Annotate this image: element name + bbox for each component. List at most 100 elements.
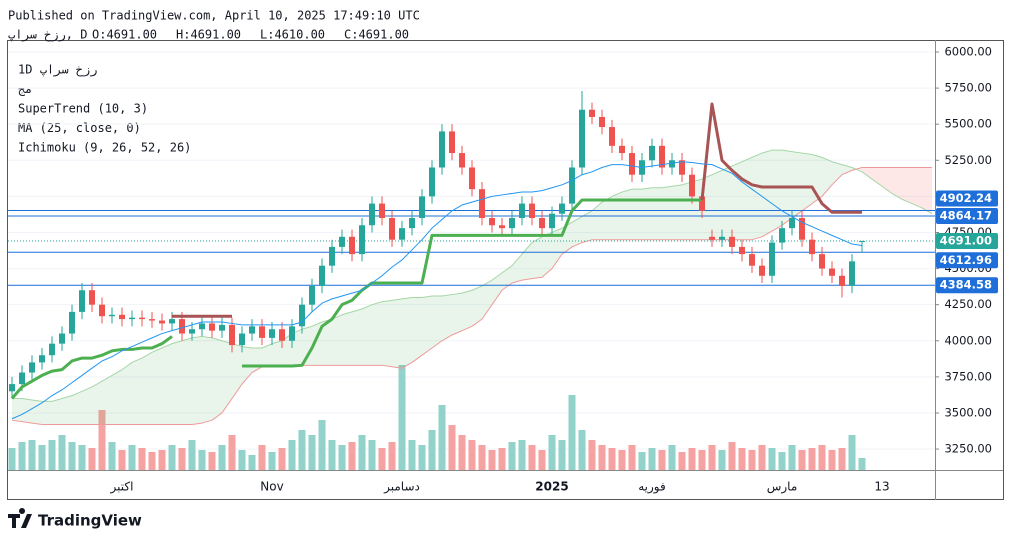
volume-bar (398, 365, 406, 470)
candle-body (9, 384, 15, 392)
candle-body (109, 314, 115, 317)
candle-body (429, 167, 435, 197)
candle-body (649, 145, 655, 161)
volume-bar (628, 445, 636, 470)
volume-bar (438, 405, 446, 470)
candle-body (709, 236, 715, 240)
volume-bar (88, 448, 96, 470)
volume-bar (768, 448, 776, 470)
indicator-line (700, 102, 862, 214)
ohlc-value: O:4691.00 (92, 28, 157, 42)
cloud (32, 399, 42, 425)
cloud (762, 150, 772, 237)
volume-bar (288, 440, 296, 470)
candle-body (329, 246, 335, 266)
volume-bar (618, 450, 626, 470)
indicator-line (11, 161, 863, 420)
volume-bar (108, 442, 116, 470)
price-label-box (936, 190, 998, 207)
y-tick-label: 3500.00 (944, 405, 992, 419)
cloud (432, 296, 442, 348)
price-label: 4902.24 (940, 191, 992, 205)
candle-body (129, 317, 135, 320)
cloud (42, 401, 52, 425)
x-tick-label: 13 (874, 480, 889, 494)
candle-body (369, 203, 375, 226)
candle-body (829, 268, 835, 276)
cloud (82, 386, 92, 425)
candle-body (469, 167, 475, 190)
candle-body (339, 236, 345, 247)
cloud (652, 187, 662, 240)
cloud (702, 174, 712, 240)
candle-body (219, 324, 225, 331)
candle-body (569, 167, 575, 204)
candle-body (89, 290, 95, 305)
symbol-line: رزخ سراپ, D O:4691.00 H:4691.00 L:4610.00 C:… (8, 28, 409, 43)
cloud (602, 196, 612, 240)
candle-body (409, 218, 415, 229)
volume-bar (538, 450, 546, 470)
volume-bar (378, 448, 386, 470)
cloud (482, 280, 492, 320)
volume-bar (58, 435, 66, 470)
volume-bar (338, 445, 346, 470)
cloud (342, 311, 352, 366)
volume-bar (78, 445, 86, 470)
candle-body (79, 290, 85, 312)
candle-body (169, 319, 175, 324)
candle-body (809, 239, 815, 255)
volume-bar (408, 440, 416, 470)
volume-bar (8, 448, 16, 470)
candle-body (229, 324, 235, 346)
cloud (822, 157, 832, 197)
cloud (372, 301, 382, 366)
y-tick-label: 4250.00 (944, 297, 992, 311)
volume-bar (308, 435, 316, 470)
cloud (912, 167, 922, 208)
volume-bar (318, 420, 326, 470)
candle-body (729, 236, 735, 247)
volume-bar (298, 430, 306, 470)
price-label: 4691.00 (940, 233, 992, 247)
candle-body (499, 225, 505, 229)
volume-bar (68, 442, 76, 470)
volume-bar (608, 448, 616, 470)
plot (8, 51, 935, 470)
cloud (472, 285, 482, 327)
x-tick-label: 2025 (535, 480, 568, 494)
volume-bar (328, 440, 336, 470)
cloud (92, 381, 102, 425)
price-label-box (936, 277, 998, 294)
volume-bar (48, 440, 56, 470)
cloud (722, 166, 732, 240)
cloud (902, 167, 912, 204)
cloud (502, 265, 512, 291)
volume-bar (348, 442, 356, 470)
publisher: Published on TradingView.com, April 10, … (8, 9, 420, 23)
cloud (122, 362, 132, 425)
price-label-box (936, 207, 998, 224)
volume-bar (848, 435, 856, 470)
cloud (412, 297, 422, 363)
cloud (232, 343, 242, 399)
volume-bar (528, 445, 536, 470)
cloud (572, 216, 582, 247)
cloud (302, 326, 312, 366)
volume-bar (468, 440, 476, 470)
cloud (462, 290, 472, 331)
price-label-box (936, 232, 998, 249)
volume-bar (138, 448, 146, 470)
volume-bar (248, 455, 256, 470)
volume-bar (828, 450, 836, 470)
cloud (262, 343, 272, 367)
volume-bar (808, 448, 816, 470)
candle-body (39, 355, 45, 363)
candle-body (549, 213, 555, 229)
cloud (662, 186, 672, 240)
indicator-line (242, 198, 702, 368)
cloud (62, 395, 72, 425)
candle-body (119, 314, 125, 320)
cloud (282, 333, 292, 366)
